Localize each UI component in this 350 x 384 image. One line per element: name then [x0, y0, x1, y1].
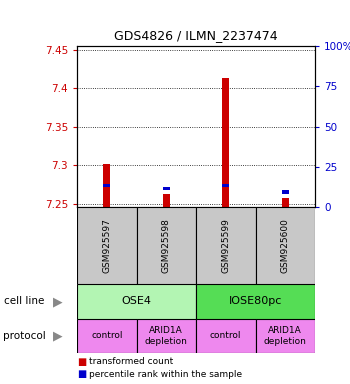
- Text: ARID1A
depletion: ARID1A depletion: [145, 326, 188, 346]
- Bar: [136, 319, 196, 353]
- Bar: [77, 207, 136, 284]
- Text: ▶: ▶: [53, 329, 63, 343]
- Text: OSE4: OSE4: [121, 296, 152, 306]
- Text: IOSE80pc: IOSE80pc: [229, 296, 282, 306]
- Text: control: control: [91, 331, 122, 341]
- Bar: [196, 207, 256, 284]
- Bar: [196, 319, 256, 353]
- Bar: [77, 284, 196, 319]
- Text: GSM925599: GSM925599: [221, 218, 230, 273]
- Bar: [222, 184, 229, 187]
- Bar: [282, 198, 289, 207]
- Text: protocol: protocol: [4, 331, 46, 341]
- Bar: [163, 187, 170, 190]
- Text: GSM925600: GSM925600: [281, 218, 290, 273]
- Bar: [256, 319, 315, 353]
- Text: transformed count: transformed count: [89, 357, 174, 366]
- Text: cell line: cell line: [4, 296, 44, 306]
- Text: percentile rank within the sample: percentile rank within the sample: [89, 370, 242, 379]
- Bar: [103, 164, 110, 207]
- Bar: [163, 194, 170, 207]
- Text: GSM925597: GSM925597: [102, 218, 111, 273]
- Text: ARID1A
depletion: ARID1A depletion: [264, 326, 307, 346]
- Bar: [103, 184, 110, 187]
- Text: ■: ■: [77, 369, 86, 379]
- Bar: [77, 319, 136, 353]
- Bar: [196, 284, 315, 319]
- Text: GSM925598: GSM925598: [162, 218, 171, 273]
- Bar: [282, 190, 289, 194]
- Text: ▶: ▶: [53, 295, 63, 308]
- Bar: [256, 207, 315, 284]
- Bar: [136, 207, 196, 284]
- Text: ■: ■: [77, 357, 86, 367]
- Bar: [222, 78, 229, 207]
- Title: GDS4826 / ILMN_2237474: GDS4826 / ILMN_2237474: [114, 29, 278, 42]
- Text: control: control: [210, 331, 242, 341]
